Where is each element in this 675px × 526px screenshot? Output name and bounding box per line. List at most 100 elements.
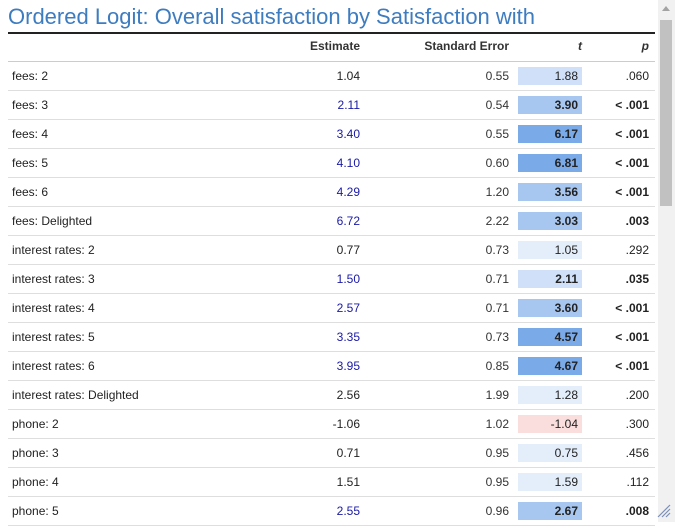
row-label: fees: 5: [12, 156, 49, 170]
table-row: phone: 4 1.51 0.95 1.59 .112: [8, 468, 655, 497]
column-header-estimate: Estimate: [309, 39, 360, 53]
results-table-body: fees: 2 1.04 0.55 1.88 .060 fees: 3 2.11 0.54 3.…: [8, 62, 655, 526]
estimate-cell: 3.40: [336, 127, 360, 141]
p-value-cell: .003: [625, 214, 649, 228]
standard-error-cell: 1.02: [485, 417, 509, 431]
row-label: interest rates: Delighted: [12, 388, 139, 402]
t-stat-cell: 3.56: [518, 183, 582, 201]
table-row: interest rates: 4 2.57 0.71 3.60 < .001: [8, 294, 655, 323]
row-label: phone: 5: [12, 504, 59, 518]
row-label: phone: 4: [12, 475, 59, 489]
standard-error-cell: 0.96: [485, 504, 509, 518]
t-stat-cell: 0.75: [518, 444, 582, 462]
standard-error-cell: 0.71: [485, 272, 509, 286]
standard-error-cell: 2.22: [485, 214, 509, 228]
row-label: fees: 2: [12, 69, 49, 83]
p-value-cell: < .001: [615, 330, 649, 344]
row-label: phone: 3: [12, 446, 59, 460]
p-value-cell: < .001: [615, 98, 649, 112]
p-value-cell: .035: [625, 272, 649, 286]
table-header: Estimate Standard Error t p: [8, 35, 655, 61]
p-value-cell: .200: [625, 388, 649, 402]
row-label: interest rates: 6: [12, 359, 95, 373]
row-label: phone: 2: [12, 417, 59, 431]
row-label: interest rates: 5: [12, 330, 95, 344]
t-stat-cell: 2.11: [518, 270, 582, 288]
estimate-cell: 2.11: [337, 98, 360, 112]
estimate-cell: 2.55: [336, 504, 360, 518]
standard-error-cell: 0.60: [485, 156, 509, 170]
table-row: interest rates: 3 1.50 0.71 2.11 .035: [8, 265, 655, 294]
row-label: fees: 3: [12, 98, 49, 112]
vertical-scrollbar[interactable]: [658, 0, 675, 522]
standard-error-cell: 0.85: [485, 359, 509, 373]
estimate-cell: 3.95: [336, 359, 360, 373]
table-row: fees: Delighted 6.72 2.22 3.03 .003: [8, 207, 655, 236]
estimate-cell: 4.29: [336, 185, 360, 199]
scroll-up-arrow-icon[interactable]: [662, 6, 670, 11]
t-stat-cell: 4.57: [518, 328, 582, 346]
table-row: interest rates: 6 3.95 0.85 4.67 < .001: [8, 352, 655, 381]
page-title: Ordered Logit: Overall satisfaction by S…: [8, 4, 536, 29]
t-stat-cell: 1.59: [518, 473, 582, 491]
standard-error-cell: 0.95: [485, 475, 509, 489]
t-stat-cell: 2.67: [518, 502, 582, 520]
standard-error-cell: 0.73: [485, 243, 509, 257]
estimate-cell: 1.51: [336, 475, 360, 489]
row-label: interest rates: 3: [12, 272, 95, 286]
estimate-cell: 6.72: [336, 214, 360, 228]
table-row: fees: 4 3.40 0.55 6.17 < .001: [8, 120, 655, 149]
column-header-standard-error: Standard Error: [424, 39, 509, 53]
estimate-cell: 3.35: [336, 330, 360, 344]
estimate-cell: 1.50: [336, 272, 360, 286]
t-stat-cell: -1.04: [518, 415, 582, 433]
title-divider: [8, 32, 655, 34]
p-value-cell: .112: [626, 475, 649, 489]
row-label: fees: Delighted: [12, 214, 93, 228]
row-label: fees: 4: [12, 127, 49, 141]
t-stat-cell: 1.88: [518, 67, 582, 85]
standard-error-cell: 0.71: [485, 301, 509, 315]
row-label: interest rates: 2: [12, 243, 95, 257]
table-row: interest rates: Delighted 2.56 1.99 1.28 .20…: [8, 381, 655, 410]
estimate-cell: 0.71: [336, 446, 360, 460]
p-value-cell: < .001: [615, 127, 649, 141]
p-value-cell: .300: [625, 417, 649, 431]
p-value-cell: .008: [625, 504, 649, 518]
p-value-cell: .292: [625, 243, 649, 257]
table-row: phone: 3 0.71 0.95 0.75 .456: [8, 439, 655, 468]
estimate-cell: 4.10: [336, 156, 360, 170]
t-stat-cell: 6.17: [518, 125, 582, 143]
table-row: phone: 2 -1.06 1.02 -1.04 .300: [8, 410, 655, 439]
header-divider: [8, 61, 655, 62]
table-row: interest rates: 2 0.77 0.73 1.05 .292: [8, 236, 655, 265]
t-stat-cell: 3.03: [518, 212, 582, 230]
standard-error-cell: 0.55: [485, 127, 509, 141]
column-header-t: t: [578, 39, 582, 53]
standard-error-cell: 1.99: [485, 388, 509, 402]
p-value-cell: < .001: [615, 185, 649, 199]
table-row: fees: 2 1.04 0.55 1.88 .060: [8, 62, 655, 91]
scrollbar-thumb[interactable]: [660, 20, 672, 206]
p-value-cell: .456: [625, 446, 649, 460]
table-row: fees: 5 4.10 0.60 6.81 < .001: [8, 149, 655, 178]
estimate-cell: 2.56: [336, 388, 360, 402]
estimate-cell: 2.57: [336, 301, 360, 315]
t-stat-cell: 4.67: [518, 357, 582, 375]
standard-error-cell: 0.95: [485, 446, 509, 460]
estimate-cell: 0.77: [336, 243, 360, 257]
standard-error-cell: 0.73: [485, 330, 509, 344]
table-row: interest rates: 5 3.35 0.73 4.57 < .001: [8, 323, 655, 352]
row-label: fees: 6: [12, 185, 49, 199]
t-stat-cell: 3.60: [518, 299, 582, 317]
standard-error-cell: 0.54: [485, 98, 509, 112]
t-stat-cell: 6.81: [518, 154, 582, 172]
t-stat-cell: 1.28: [518, 386, 582, 404]
p-value-cell: .060: [625, 69, 649, 83]
p-value-cell: < .001: [615, 359, 649, 373]
resize-grip-icon[interactable]: [655, 502, 671, 518]
estimate-cell: -1.06: [332, 417, 360, 431]
standard-error-cell: 1.20: [485, 185, 509, 199]
column-header-p: p: [641, 39, 649, 53]
row-label: interest rates: 4: [12, 301, 95, 315]
